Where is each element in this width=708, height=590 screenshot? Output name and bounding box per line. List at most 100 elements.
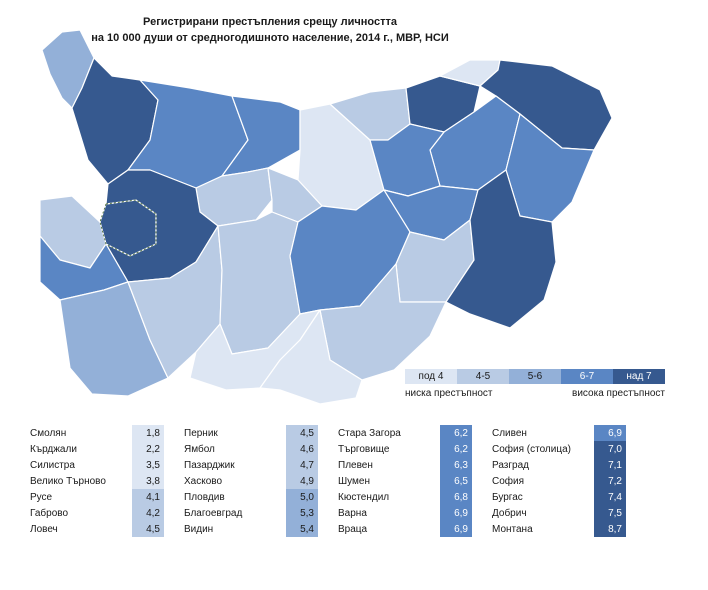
table-row: Кърджали 2,2	[30, 441, 164, 457]
table-row: Русе 4,1	[30, 489, 164, 505]
province-name: Враца	[338, 523, 368, 535]
province-name: Варна	[338, 507, 367, 519]
province-name: Силистра	[30, 459, 75, 471]
table-row: Варна 6,9	[338, 505, 472, 521]
province-value: 6,2	[440, 425, 472, 441]
province-value: 8,7	[594, 521, 626, 537]
province-name: Бургас	[492, 491, 523, 503]
province-name: Шумен	[338, 475, 371, 487]
legend-bin-under-4: под 4	[405, 369, 457, 384]
table-column: Сливен 6,9 София (столица) 7,0 Разград 7,1 Соф…	[492, 425, 626, 537]
province-name: Търговище	[338, 443, 390, 455]
table-row: Бургас 7,4	[492, 489, 626, 505]
province-value: 3,8	[132, 473, 164, 489]
legend-bin-6-7: 6-7	[561, 369, 613, 384]
province-name: Пазарджик	[184, 459, 235, 471]
table-column: Смолян 1,8 Кърджали 2,2 Силистра 3,5 Велико Тъ…	[30, 425, 164, 537]
province-name: Сливен	[492, 427, 527, 439]
province-value: 7,1	[594, 457, 626, 473]
map-title: Регистрирани престъпления срещу личностт…	[80, 14, 460, 46]
province-value: 6,5	[440, 473, 472, 489]
province-value: 4,7	[286, 457, 318, 473]
province-name: Перник	[184, 427, 218, 439]
legend-low-label: ниска престъпност	[405, 388, 493, 399]
province-value: 4,5	[132, 521, 164, 537]
province-name: Ловеч	[30, 523, 58, 535]
legend-swatches: под 4 4-5 5-6 6-7 над 7	[405, 369, 665, 384]
table-row: Добрич 7,5	[492, 505, 626, 521]
province-name: Смолян	[30, 427, 67, 439]
province-value: 5,3	[286, 505, 318, 521]
table-row: Кюстендил 6,8	[338, 489, 472, 505]
table-row: Шумен 6,5	[338, 473, 472, 489]
table-row: Монтана 8,7	[492, 521, 626, 537]
table-row: Разград 7,1	[492, 457, 626, 473]
table-row: Сливен 6,9	[492, 425, 626, 441]
province-name: Стара Загора	[338, 427, 401, 439]
table-row: Търговище 6,2	[338, 441, 472, 457]
province-value: 7,5	[594, 505, 626, 521]
table-row: Благоевград 5,3	[184, 505, 318, 521]
table-row: Хасково 4,9	[184, 473, 318, 489]
table-row: Силистра 3,5	[30, 457, 164, 473]
province-name: София (столица)	[492, 443, 571, 455]
table-row: Габрово 4,2	[30, 505, 164, 521]
legend-bin-over-7: над 7	[613, 369, 665, 384]
province-name: Велико Търново	[30, 475, 106, 487]
province-name: София	[492, 475, 525, 487]
table-column: Стара Загора 6,2 Търговище 6,2 Плевен 6,3 Шуме…	[338, 425, 472, 537]
table-column: Перник 4,5 Ямбол 4,6 Пазарджик 4,7 Хасково 4,9 П…	[184, 425, 318, 537]
table-row: Враца 6,9	[338, 521, 472, 537]
province-value: 6,9	[440, 505, 472, 521]
table-row: Ямбол 4,6	[184, 441, 318, 457]
title-line-1: Регистрирани престъпления срещу личностт…	[143, 16, 397, 28]
province-name: Разград	[492, 459, 529, 471]
legend-bin-5-6: 5-6	[509, 369, 561, 384]
province-name: Хасково	[184, 475, 223, 487]
province-name: Благоевград	[184, 507, 243, 519]
province-burgas	[445, 169, 557, 329]
table-row: Видин 5,4	[184, 521, 318, 537]
table-row: Велико Търново 3,8	[30, 473, 164, 489]
province-kardzhali	[259, 309, 363, 405]
table-row: Плевен 6,3	[338, 457, 472, 473]
province-value: 6,3	[440, 457, 472, 473]
province-value: 2,2	[132, 441, 164, 457]
legend: под 4 4-5 5-6 6-7 над 7 ниска престъпнос…	[405, 369, 665, 399]
table-row: Стара Загора 6,2	[338, 425, 472, 441]
province-value: 5,0	[286, 489, 318, 505]
province-name: Добрич	[492, 507, 527, 519]
legend-ends: ниска престъпност висока престъпност	[405, 388, 665, 399]
province-value: 6,9	[440, 521, 472, 537]
province-value: 3,5	[132, 457, 164, 473]
province-value: 6,8	[440, 489, 472, 505]
values-table: Смолян 1,8 Кърджали 2,2 Силистра 3,5 Велико Тъ…	[30, 425, 626, 537]
province-value: 4,6	[286, 441, 318, 457]
title-line-2: на 10 000 души от средногодишното населе…	[91, 32, 449, 44]
province-name: Ямбол	[184, 443, 215, 455]
table-row: Перник 4,5	[184, 425, 318, 441]
legend-high-label: висока престъпност	[572, 388, 665, 399]
table-row: София (столица) 7,0	[492, 441, 626, 457]
table-row: Ловеч 4,5	[30, 521, 164, 537]
bulgaria-choropleth-map	[39, 29, 613, 405]
province-name: Видин	[184, 523, 214, 535]
province-value: 4,1	[132, 489, 164, 505]
province-name: Русе	[30, 491, 53, 503]
province-name: Монтана	[492, 523, 533, 535]
province-value: 1,8	[132, 425, 164, 441]
province-name: Плевен	[338, 459, 373, 471]
table-row: Смолян 1,8	[30, 425, 164, 441]
province-value: 6,9	[594, 425, 626, 441]
province-value: 5,4	[286, 521, 318, 537]
province-value: 7,2	[594, 473, 626, 489]
province-name: Габрово	[30, 507, 69, 519]
province-value: 7,4	[594, 489, 626, 505]
province-name: Кърджали	[30, 443, 77, 455]
province-value: 7,0	[594, 441, 626, 457]
province-value: 4,5	[286, 425, 318, 441]
table-row: София 7,2	[492, 473, 626, 489]
province-name: Пловдив	[184, 491, 225, 503]
province-name: Кюстендил	[338, 491, 390, 503]
table-row: Пазарджик 4,7	[184, 457, 318, 473]
